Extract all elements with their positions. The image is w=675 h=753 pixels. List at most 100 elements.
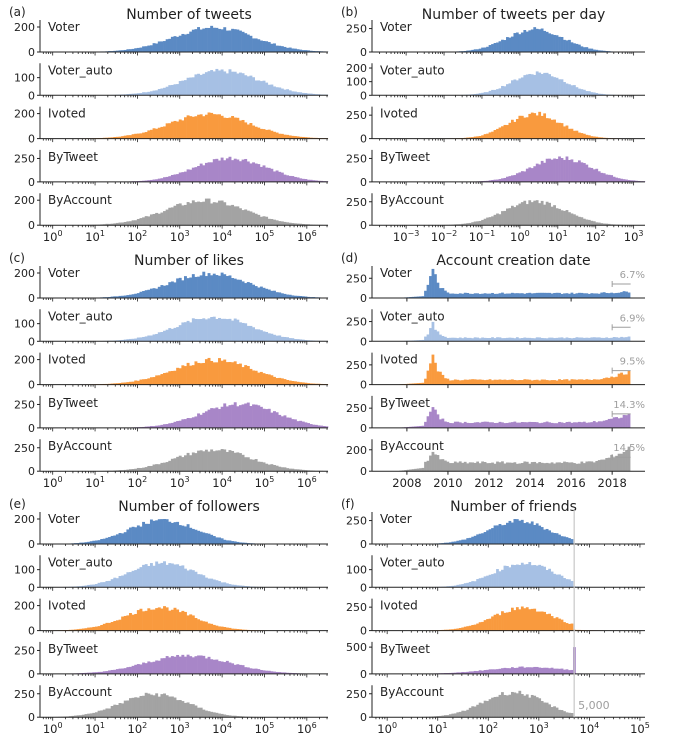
- histogram-bar: [550, 707, 554, 718]
- histogram-bar: [155, 375, 159, 385]
- histogram-bar: [625, 374, 628, 385]
- histogram-bar: [538, 203, 542, 226]
- histogram-bar: [131, 697, 135, 718]
- histogram-bar: [123, 700, 127, 718]
- histogram-bar: [451, 629, 455, 631]
- histogram-bar: [528, 697, 532, 718]
- histogram-bar: [189, 116, 193, 139]
- histogram-bar: [533, 27, 537, 52]
- histogram-bar: [414, 296, 417, 298]
- histogram-bar: [157, 213, 161, 226]
- histogram-bar: [481, 219, 484, 226]
- histogram-bar: [163, 658, 166, 674]
- histogram-bar: [518, 338, 522, 342]
- histogram-bar: [168, 563, 172, 588]
- y-tick-label: 0: [28, 711, 35, 724]
- histogram-bar: [550, 571, 554, 588]
- histogram-bar: [199, 531, 203, 544]
- histogram-bar: [202, 709, 206, 718]
- histogram-bar: [207, 711, 211, 718]
- histogram-bar: [501, 422, 504, 428]
- histogram-bar: [155, 561, 159, 588]
- series-label: ByTweet: [380, 396, 430, 410]
- histogram-bar: [215, 158, 219, 182]
- histogram-bar: [553, 668, 556, 674]
- histogram-bar: [483, 421, 487, 428]
- histogram-bar: [456, 379, 460, 385]
- histogram-bar: [540, 73, 544, 96]
- histogram-bar: [307, 296, 310, 298]
- histogram-bar: [448, 586, 452, 588]
- histogram-bar: [207, 318, 211, 342]
- histogram-bar: [273, 43, 276, 52]
- histogram-bar: [458, 628, 462, 631]
- histogram-bar: [573, 293, 576, 298]
- histogram-bar: [233, 29, 237, 52]
- histogram-bar: [199, 363, 203, 385]
- histogram-bar: [228, 405, 232, 428]
- histogram-bar: [424, 378, 427, 385]
- histogram-bar: [207, 623, 211, 631]
- histogram-bar: [478, 463, 482, 472]
- histogram-bar: [265, 167, 269, 182]
- histogram-bar: [513, 293, 517, 298]
- histogram-bar: [493, 423, 497, 428]
- histogram-bar: [520, 694, 524, 718]
- histogram-bar: [493, 43, 497, 52]
- histogram-bar: [610, 337, 614, 342]
- histogram-bar: [448, 463, 452, 472]
- histogram-bar: [184, 80, 187, 96]
- histogram-bar: [565, 293, 569, 298]
- histogram-bar: [220, 449, 224, 472]
- histogram-bar: [152, 213, 156, 226]
- histogram-bar: [286, 175, 290, 182]
- histogram-bar: [587, 91, 591, 96]
- histogram-bar: [525, 667, 529, 674]
- histogram-bar: [267, 167, 271, 182]
- histogram-bar: [568, 421, 571, 428]
- histogram-bar: [568, 579, 571, 588]
- histogram-bar: [178, 119, 182, 139]
- histogram-bar: [570, 623, 574, 631]
- y-tick-label: 0: [360, 219, 367, 232]
- y-tick-label: 200: [14, 354, 35, 367]
- histogram-bar: [585, 91, 589, 96]
- histogram-bar: [173, 458, 177, 472]
- histogram-bar: [293, 136, 297, 139]
- histogram-bar: [202, 28, 206, 52]
- histogram-bar: [238, 30, 242, 52]
- histogram-bar: [565, 579, 569, 588]
- histogram-bar: [236, 29, 240, 52]
- histogram-bar: [558, 709, 561, 718]
- histogram-bar: [518, 609, 522, 631]
- histogram-bar: [157, 519, 161, 544]
- histogram-bar: [483, 576, 487, 588]
- histogram-bar: [540, 611, 544, 631]
- histogram-bar: [136, 133, 140, 139]
- histogram-bar: [515, 422, 519, 428]
- histogram-bar: [115, 296, 119, 298]
- histogram-bar: [555, 122, 559, 139]
- histogram-bar: [202, 362, 206, 385]
- histogram-bar: [259, 669, 263, 674]
- histogram-bar: [89, 541, 93, 544]
- x-tick-label: 103: [624, 229, 644, 244]
- histogram-bar: [113, 621, 117, 631]
- histogram-bar: [184, 117, 187, 139]
- histogram-bar: [520, 606, 524, 631]
- histogram-bar: [441, 288, 445, 298]
- histogram-bar: [533, 666, 537, 674]
- y-tick-label: 200: [346, 444, 367, 457]
- histogram-bar: [215, 407, 219, 428]
- histogram-bar: [466, 538, 470, 544]
- histogram-bar: [580, 162, 584, 182]
- histogram-bar: [191, 570, 195, 588]
- histogram-bar: [199, 163, 203, 182]
- histogram-bar: [301, 421, 305, 428]
- histogram-bar: [555, 668, 559, 674]
- histogram-bar: [456, 338, 460, 342]
- histogram-bar: [265, 409, 269, 428]
- histogram-bar: [252, 212, 255, 226]
- histogram-bar: [560, 422, 564, 428]
- histogram-bar: [533, 695, 537, 718]
